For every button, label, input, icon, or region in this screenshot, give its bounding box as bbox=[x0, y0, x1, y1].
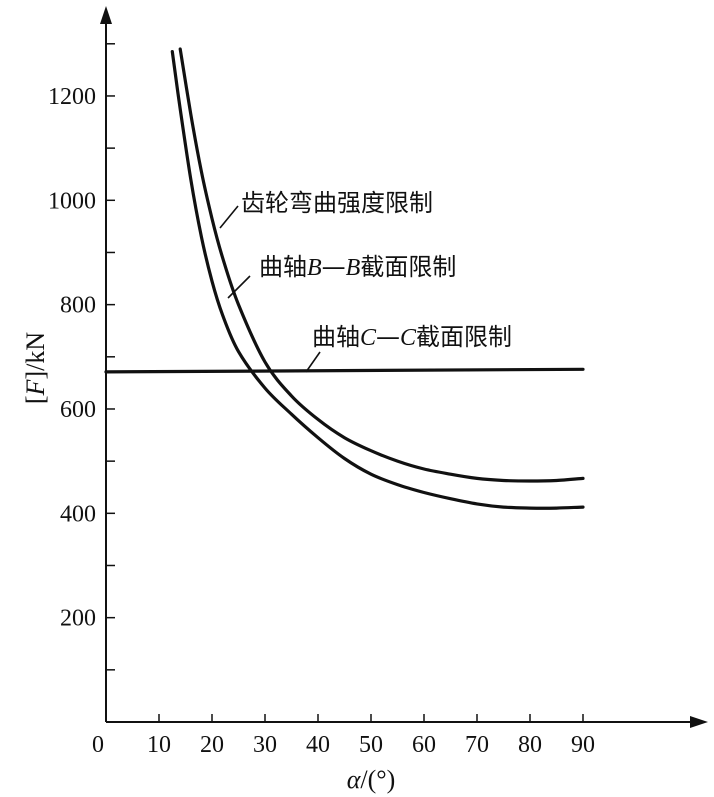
y-ticks: 200 400 600 800 1000 1200 bbox=[48, 43, 115, 671]
x-tick-label: 0 bbox=[92, 732, 104, 758]
annotation-leaders bbox=[219, 205, 321, 373]
annotation-part: 曲轴 bbox=[312, 323, 360, 351]
series-gear-bending-limit bbox=[178, 47, 585, 483]
annotation-part: C bbox=[360, 325, 377, 351]
x-axis-label: α/(°) bbox=[347, 765, 396, 794]
y-axis bbox=[100, 6, 112, 722]
y-tick-label: 1200 bbox=[48, 84, 96, 110]
x-ticks: 0 10 20 30 40 50 60 70 80 90 bbox=[92, 714, 595, 758]
series-layer bbox=[104, 47, 585, 510]
annotation-crankshaft-cc-limit: 曲轴C—C截面限制 bbox=[312, 323, 512, 351]
y-axis-label-var: F bbox=[21, 378, 50, 396]
annotation-part: 截面限制 bbox=[416, 323, 512, 351]
x-axis-label-unit: /(°) bbox=[360, 765, 395, 794]
annotation-gear-bending-limit: 齿轮弯曲强度限制 bbox=[241, 189, 433, 217]
series-crankshaft-cc-limit bbox=[104, 367, 585, 374]
x-axis bbox=[106, 716, 708, 728]
x-tick-label: 40 bbox=[306, 732, 330, 758]
y-axis-arrow bbox=[100, 6, 112, 24]
annotation-part: B bbox=[307, 255, 322, 281]
series-crankshaft-bb-limit bbox=[170, 50, 585, 510]
annotation-leader bbox=[227, 275, 251, 299]
x-tick-label: 20 bbox=[200, 732, 224, 758]
x-tick-label: 80 bbox=[518, 732, 542, 758]
y-tick-label: 800 bbox=[60, 293, 96, 319]
annotation-leader bbox=[305, 351, 321, 373]
x-axis-label-symbol: α bbox=[347, 765, 362, 794]
annotation-part: 曲轴 bbox=[259, 253, 307, 281]
x-tick-label: 60 bbox=[412, 732, 436, 758]
annotation-part: — bbox=[322, 253, 346, 281]
y-axis-label: [F]/kN bbox=[21, 332, 50, 404]
x-axis-arrow bbox=[690, 716, 708, 728]
x-tick-label: 10 bbox=[147, 732, 171, 758]
annotation-part: 齿轮弯曲强度限制 bbox=[241, 189, 433, 217]
x-tick-label: 50 bbox=[359, 732, 383, 758]
y-tick-label: 600 bbox=[60, 397, 96, 423]
annotation-part: C bbox=[400, 325, 417, 351]
y-tick-label: 200 bbox=[60, 606, 96, 632]
y-tick-label: 1000 bbox=[48, 188, 96, 214]
x-tick-label: 70 bbox=[465, 732, 489, 758]
annotation-part: B bbox=[346, 255, 361, 281]
annotation-part: 截面限制 bbox=[360, 253, 456, 281]
annotation-part: — bbox=[376, 323, 400, 351]
y-tick-label: 400 bbox=[60, 501, 96, 527]
x-tick-label: 30 bbox=[253, 732, 277, 758]
annotation-leader bbox=[219, 205, 239, 229]
x-tick-label: 90 bbox=[571, 732, 595, 758]
y-axis-label-unit: ]/kN bbox=[21, 332, 50, 380]
y-axis-label-open: [ bbox=[21, 395, 50, 404]
annotation-crankshaft-bb-limit: 曲轴B—B截面限制 bbox=[259, 253, 456, 281]
